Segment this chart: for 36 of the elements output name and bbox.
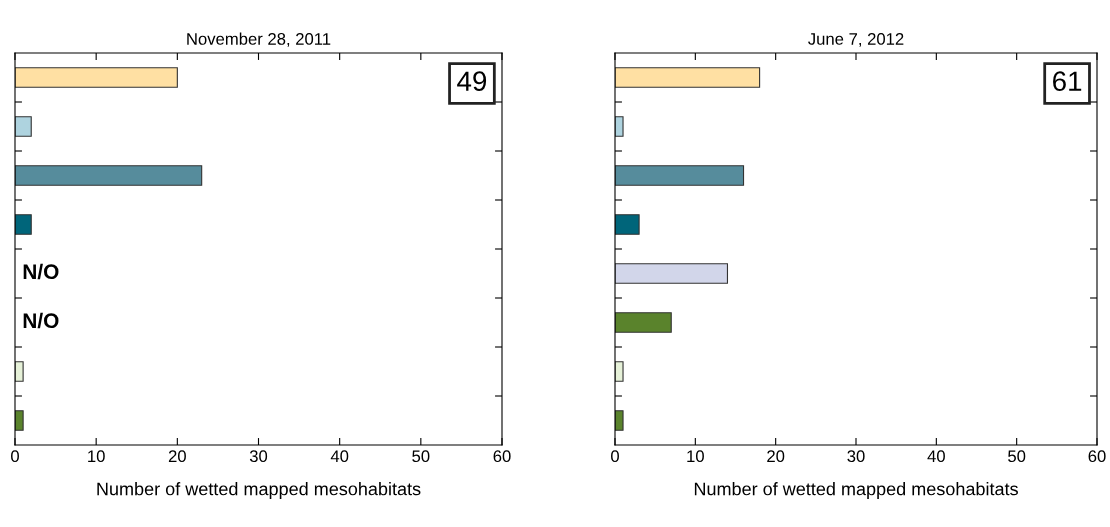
- x-axis-title: Number of wetted mapped mesohabitats: [694, 482, 1018, 499]
- bar: [615, 312, 672, 333]
- text: N/O: [23, 263, 59, 280]
- x-tick-label: 60: [493, 450, 511, 463]
- bar: [615, 214, 640, 235]
- x-tick-label: 40: [330, 450, 349, 463]
- x-tick-label: 0: [11, 450, 19, 463]
- annotation: 61: [1053, 71, 1082, 92]
- bar: [615, 116, 624, 137]
- text: N/O: [23, 312, 59, 329]
- x-tick-label: 50: [1008, 450, 1026, 463]
- x-axis-title: Number of wetted mapped mesohabitats: [97, 482, 421, 499]
- bar: [15, 214, 32, 235]
- bar: [15, 116, 32, 137]
- bar: [615, 361, 624, 382]
- x-tick-label: 20: [168, 450, 186, 463]
- x-tick-label: 0: [611, 450, 619, 463]
- x-tick-label: 30: [847, 450, 865, 463]
- bar: [615, 410, 624, 431]
- bar: [15, 67, 178, 88]
- bar: [615, 263, 729, 284]
- x-tick-label: 60: [1088, 450, 1106, 463]
- bar: [15, 165, 203, 186]
- x-tick-label: 50: [412, 450, 430, 463]
- x-tick-label: 20: [767, 450, 785, 463]
- annotation: 49: [457, 71, 487, 92]
- bar: [15, 410, 24, 431]
- bar: [615, 165, 745, 186]
- bar: [615, 67, 761, 88]
- x-tick-label: 10: [687, 450, 704, 463]
- chart-title: June 7, 2012: [808, 33, 904, 47]
- chart-title: November 28, 2011: [187, 32, 331, 47]
- x-tick-label: 10: [88, 450, 105, 463]
- x-tick-label: 40: [927, 450, 945, 463]
- x-tick-label: 30: [249, 450, 268, 463]
- bar: [15, 361, 24, 382]
